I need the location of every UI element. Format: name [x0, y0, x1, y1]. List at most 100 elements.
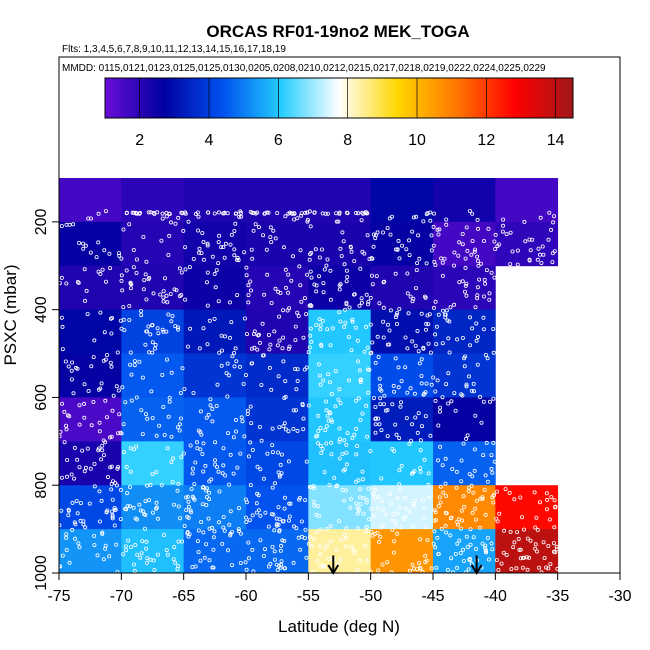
- data-point: [186, 499, 191, 504]
- data-point: [84, 288, 89, 293]
- data-point: [304, 312, 309, 317]
- data-point: [225, 548, 230, 553]
- data-point: [428, 350, 433, 355]
- data-point: [412, 469, 417, 474]
- data-point: [478, 394, 483, 399]
- data-point: [396, 385, 401, 390]
- data-point: [261, 554, 266, 559]
- data-point: [109, 331, 114, 336]
- data-point: [243, 560, 248, 565]
- data-point: [492, 275, 497, 280]
- data-point: [207, 497, 212, 502]
- data-point: [396, 238, 401, 243]
- heatmap-cell: [433, 265, 496, 311]
- data-point: [262, 211, 267, 216]
- data-point: [447, 350, 452, 355]
- data-point: [375, 506, 380, 511]
- data-point: [370, 533, 375, 538]
- heatmap-cell: [308, 221, 372, 267]
- x-tick-label: -30: [608, 588, 631, 605]
- data-point: [416, 349, 421, 354]
- data-point: [344, 268, 349, 273]
- data-point: [258, 538, 263, 543]
- data-point: [213, 440, 218, 445]
- data-point: [228, 242, 233, 247]
- data-point: [453, 408, 458, 413]
- data-point: [387, 328, 392, 333]
- data-point: [159, 483, 164, 488]
- data-point: [433, 518, 438, 523]
- data-point: [310, 569, 315, 574]
- data-point: [214, 268, 219, 273]
- colorbar-tick-label: 6: [274, 132, 283, 149]
- data-point: [398, 404, 403, 409]
- data-point: [474, 498, 479, 503]
- data-point: [155, 516, 160, 521]
- data-point: [365, 233, 370, 238]
- data-point: [222, 211, 227, 216]
- data-point: [483, 548, 488, 553]
- data-point: [471, 535, 476, 540]
- data-point: [305, 210, 310, 215]
- data-point: [424, 525, 429, 530]
- data-point: [225, 431, 230, 436]
- data-point: [119, 273, 124, 278]
- data-point: [270, 545, 275, 550]
- data-point: [175, 425, 180, 430]
- data-point: [357, 487, 362, 492]
- data-point: [179, 270, 184, 275]
- data-point: [105, 352, 110, 357]
- data-point: [202, 555, 207, 560]
- data-point: [165, 446, 170, 451]
- colorbar-tick-label: 2: [135, 132, 144, 149]
- data-point: [110, 514, 115, 519]
- data-point: [282, 538, 287, 543]
- data-point: [302, 296, 307, 301]
- data-point: [533, 546, 538, 551]
- data-point: [381, 305, 386, 310]
- data-point: [108, 360, 113, 365]
- data-point: [466, 567, 471, 572]
- data-point: [314, 530, 319, 535]
- data-point: [364, 434, 369, 439]
- data-point: [501, 550, 506, 555]
- data-point: [200, 451, 205, 456]
- data-point: [395, 495, 400, 500]
- data-point: [205, 243, 210, 248]
- data-point: [220, 471, 225, 476]
- data-point: [185, 344, 190, 349]
- data-point: [475, 362, 480, 367]
- data-point: [233, 346, 238, 351]
- data-point: [127, 484, 132, 489]
- data-point: [422, 294, 427, 299]
- data-point: [330, 326, 335, 331]
- data-point: [419, 311, 424, 316]
- data-point: [368, 449, 373, 454]
- data-point: [333, 368, 338, 373]
- data-point: [393, 422, 398, 427]
- data-point: [525, 555, 530, 560]
- data-point: [151, 210, 156, 215]
- data-point: [552, 249, 557, 254]
- data-point: [315, 441, 320, 446]
- data-point: [311, 484, 316, 489]
- data-point: [188, 326, 193, 331]
- data-point: [410, 229, 415, 234]
- data-point: [261, 233, 266, 238]
- data-point: [298, 248, 303, 253]
- data-point: [128, 362, 133, 367]
- data-point: [470, 211, 475, 216]
- data-point: [341, 498, 346, 503]
- data-point: [141, 234, 146, 239]
- data-point: [236, 527, 241, 532]
- data-point: [140, 432, 145, 437]
- data-point: [283, 285, 288, 290]
- data-point: [460, 279, 465, 284]
- data-point: [328, 380, 333, 385]
- data-point: [429, 233, 434, 238]
- plot-frame: [58, 56, 621, 574]
- data-point: [249, 361, 254, 366]
- data-point: [363, 324, 368, 329]
- data-point: [352, 432, 357, 437]
- data-point: [246, 556, 251, 561]
